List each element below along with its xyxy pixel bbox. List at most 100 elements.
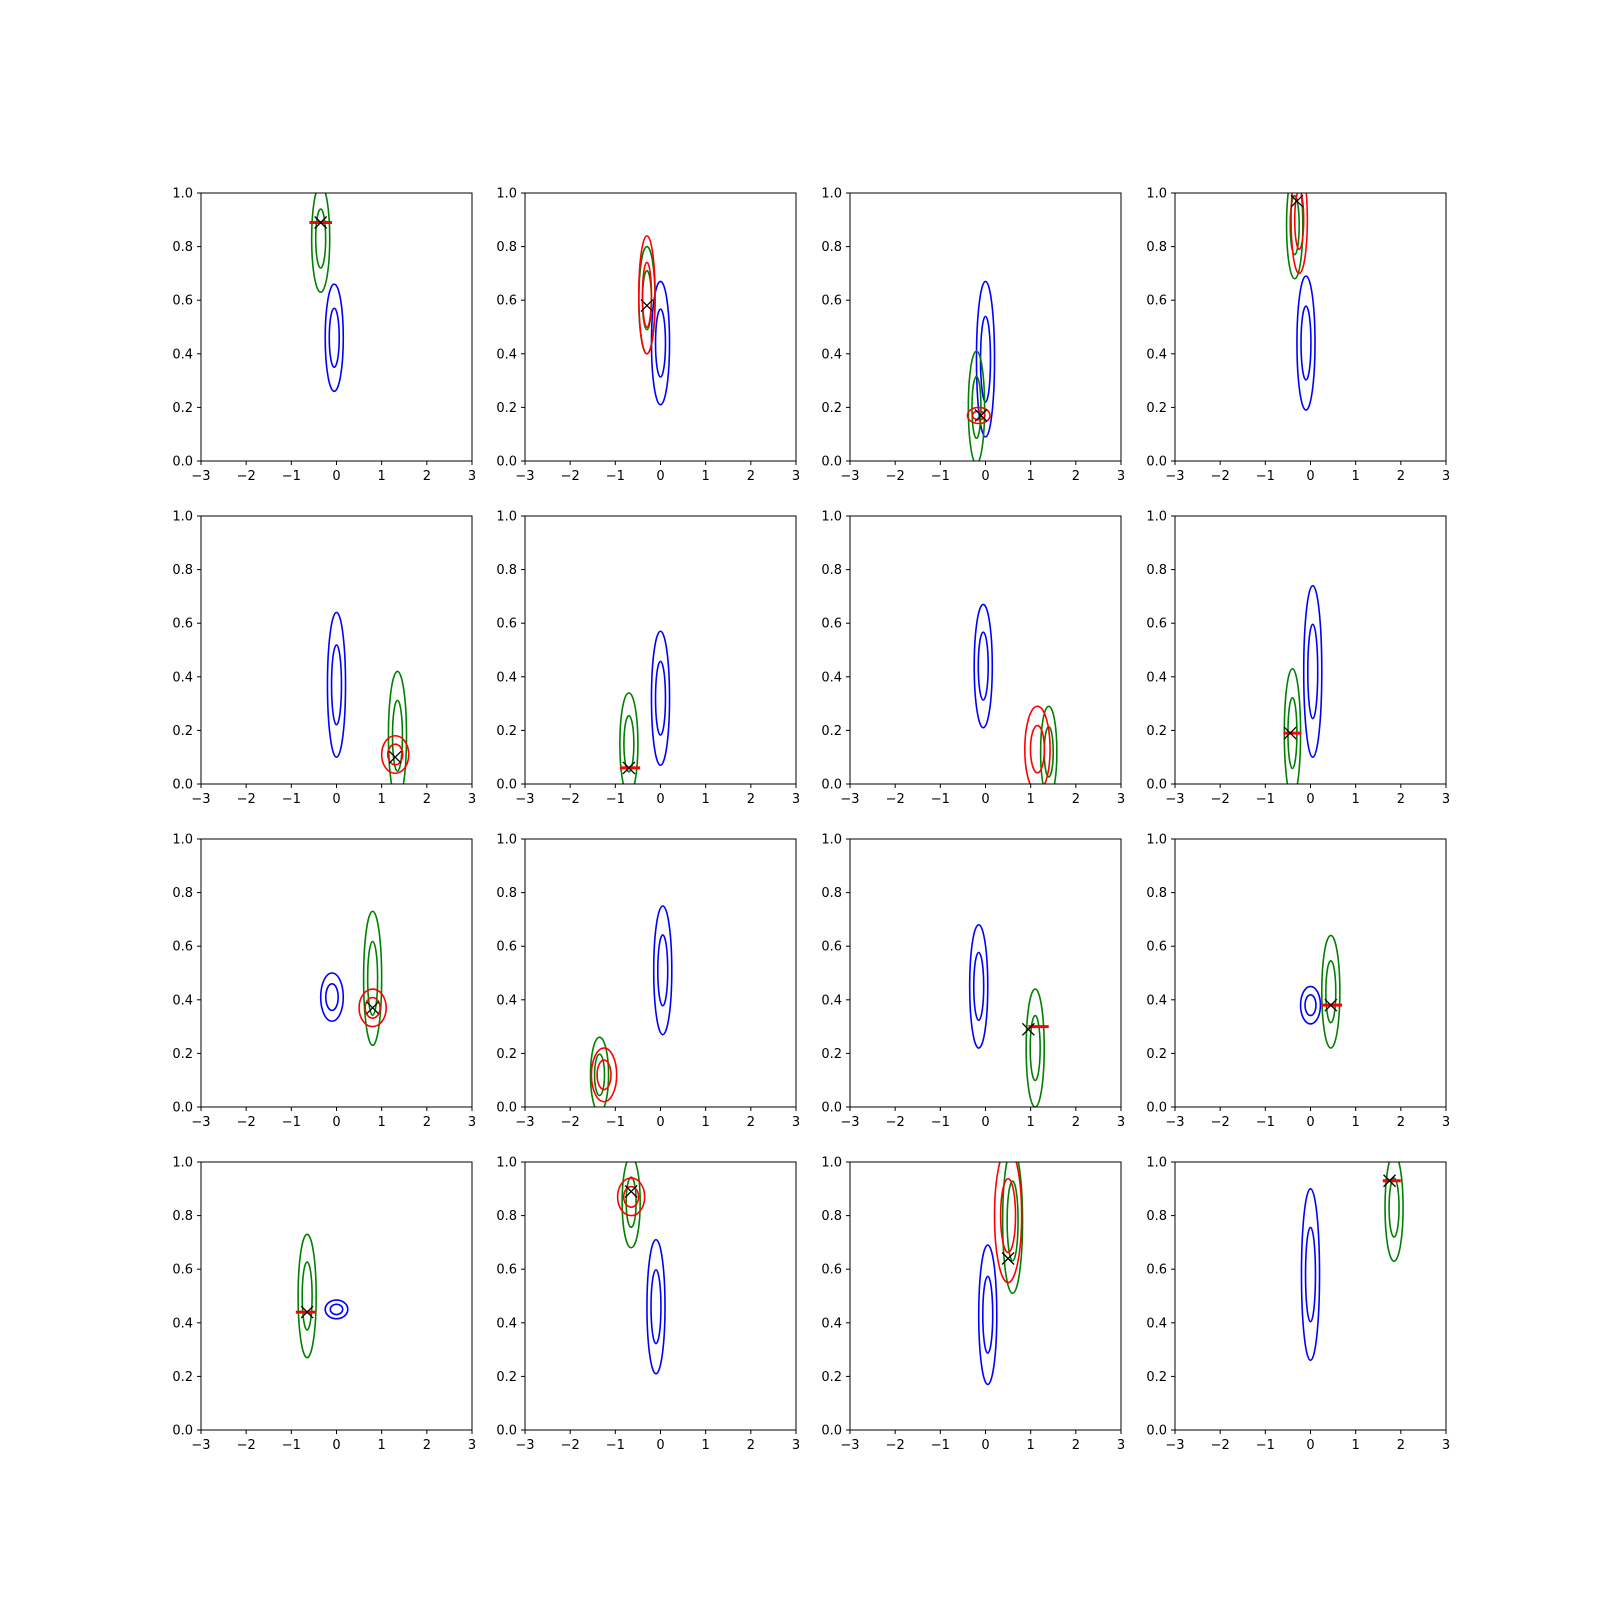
subplot-11: −3 −2 −1 0 1 2 3 0.0 0.2 0.4 0.6 0.8 1.0	[821, 833, 1125, 1131]
x-tick-label: −2	[561, 1115, 580, 1130]
x-tick-label: −1	[606, 1115, 625, 1130]
subplot-15: −3 −2 −1 0 1 2 3 0.0 0.2 0.4 0.6 0.8 1.0	[821, 1156, 1125, 1454]
y-tick-label: 0.4	[496, 347, 517, 362]
x-marker-stroke	[1283, 726, 1297, 740]
plot-area	[1299, 934, 1343, 1049]
y-tick-label: 1.0	[821, 187, 842, 202]
y-tick-label: 0.2	[172, 1047, 193, 1062]
y-tick-label: 1.0	[1146, 187, 1167, 202]
green-contour-inner	[1006, 1180, 1019, 1262]
x-tick-label: 1	[1027, 792, 1035, 807]
x-tick-label: −2	[1211, 1438, 1230, 1453]
x-tick-label: −1	[606, 792, 625, 807]
x-tick-label: −3	[1165, 469, 1184, 484]
y-tick-label: 0.4	[172, 670, 193, 685]
y-tick-label: 1.0	[496, 510, 517, 525]
y-tick-label: 0.6	[496, 294, 517, 309]
blue-contour-inner	[330, 644, 343, 726]
x-tick-label: 1	[702, 1438, 710, 1453]
blue-contour-inner	[979, 315, 992, 403]
axes-frame	[849, 1161, 1122, 1431]
x-tick-label: 2	[423, 792, 431, 807]
y-tick-label: 0.0	[821, 455, 842, 470]
x-tick-label: 1	[1027, 1438, 1035, 1453]
x-tick-label: 3	[792, 1438, 800, 1453]
plot-area	[619, 630, 671, 784]
subplot-10: −3 −2 −1 0 1 2 3 0.0 0.2 0.4 0.6 0.8 1.0	[496, 833, 800, 1131]
y-tick-label: 0.0	[496, 455, 517, 470]
x-tick-label: −3	[191, 1438, 210, 1453]
y-tick-label: 0.2	[821, 724, 842, 739]
x-marker-stroke	[1021, 1022, 1035, 1036]
y-tick-label: 0.2	[496, 1370, 517, 1385]
blue-contour-inner	[328, 307, 341, 368]
y-tick-label: 0.2	[821, 401, 842, 416]
x-tick-label: −1	[1256, 469, 1275, 484]
x-tick-label: −3	[515, 1115, 534, 1130]
green-contour-inner	[1289, 194, 1300, 256]
x-marker-stroke	[300, 1305, 314, 1319]
red-contour-outer	[380, 734, 410, 775]
blue-contour-outer	[1302, 584, 1323, 758]
x-tick-label: 3	[1442, 792, 1450, 807]
red-contour-inner	[1029, 724, 1046, 774]
blue-contour-inner	[650, 1269, 662, 1345]
x-tick-label: 1	[702, 792, 710, 807]
green-contour-outer	[1025, 988, 1046, 1107]
x-tick-label: 2	[1397, 792, 1405, 807]
y-tick-label: 0.0	[821, 1424, 842, 1439]
y-tick-label: 1.0	[172, 833, 193, 848]
blue-contour-inner	[656, 934, 669, 1007]
y-tick-label: 0.4	[1146, 993, 1167, 1008]
x-tick-label: −3	[840, 1438, 859, 1453]
plot-area	[973, 603, 1058, 784]
x-marker-stroke	[366, 1001, 380, 1015]
y-tick-label: 0.0	[1146, 1424, 1167, 1439]
y-tick-label: 0.6	[172, 617, 193, 632]
green-contour-inner	[623, 714, 635, 773]
x-marker-stroke	[388, 750, 402, 764]
blue-contour-inner	[977, 631, 990, 701]
plot-area	[1300, 1162, 1404, 1362]
plot-area	[638, 235, 671, 406]
x-tick-label: 3	[1442, 1115, 1450, 1130]
y-tick-label: 0.6	[821, 294, 842, 309]
blue-contour-outer	[324, 1299, 349, 1320]
y-tick-label: 0.8	[172, 563, 193, 578]
x-tick-label: 2	[423, 1438, 431, 1453]
x-tick-label: 3	[1442, 1438, 1450, 1453]
y-tick-label: 0.0	[172, 455, 193, 470]
x-tick-label: 0	[656, 1115, 664, 1130]
subplot-9: −3 −2 −1 0 1 2 3 0.0 0.2 0.4 0.6 0.8 1.0	[172, 833, 476, 1131]
y-tick-label: 1.0	[172, 510, 193, 525]
x-tick-label: −1	[931, 792, 950, 807]
y-tick-label: 0.6	[172, 294, 193, 309]
x-tick-label: −1	[606, 1438, 625, 1453]
y-tick-label: 0.2	[1146, 724, 1167, 739]
plot-area	[326, 611, 410, 784]
subplot-8: −3 −2 −1 0 1 2 3 0.0 0.2 0.4 0.6 0.8 1.0	[1146, 510, 1450, 808]
blue-contour-inner	[972, 951, 985, 1022]
x-tick-label: −1	[606, 469, 625, 484]
red-contour-outer	[966, 406, 991, 425]
x-tick-label: −3	[515, 792, 534, 807]
y-tick-label: 0.8	[821, 886, 842, 901]
plot-area	[295, 1233, 349, 1359]
x-tick-label: 2	[1397, 1438, 1405, 1453]
red-contour-inner	[1293, 193, 1305, 251]
x-tick-label: 2	[747, 792, 755, 807]
blue-contour-outer	[650, 630, 671, 767]
x-tick-label: −2	[237, 1115, 256, 1130]
green-contour-outer	[967, 350, 986, 461]
y-tick-label: 1.0	[1146, 833, 1167, 848]
y-tick-label: 1.0	[172, 187, 193, 202]
green-contour-inner	[625, 1176, 637, 1229]
y-tick-label: 1.0	[496, 833, 517, 848]
x-tick-label: 0	[1306, 792, 1314, 807]
y-tick-label: 0.0	[496, 1101, 517, 1116]
x-tick-label: 2	[423, 1115, 431, 1130]
green-contour-outer	[362, 910, 383, 1047]
x-tick-label: 2	[1072, 469, 1080, 484]
blue-contour-inner	[1300, 305, 1312, 381]
y-tick-label: 0.0	[496, 778, 517, 793]
